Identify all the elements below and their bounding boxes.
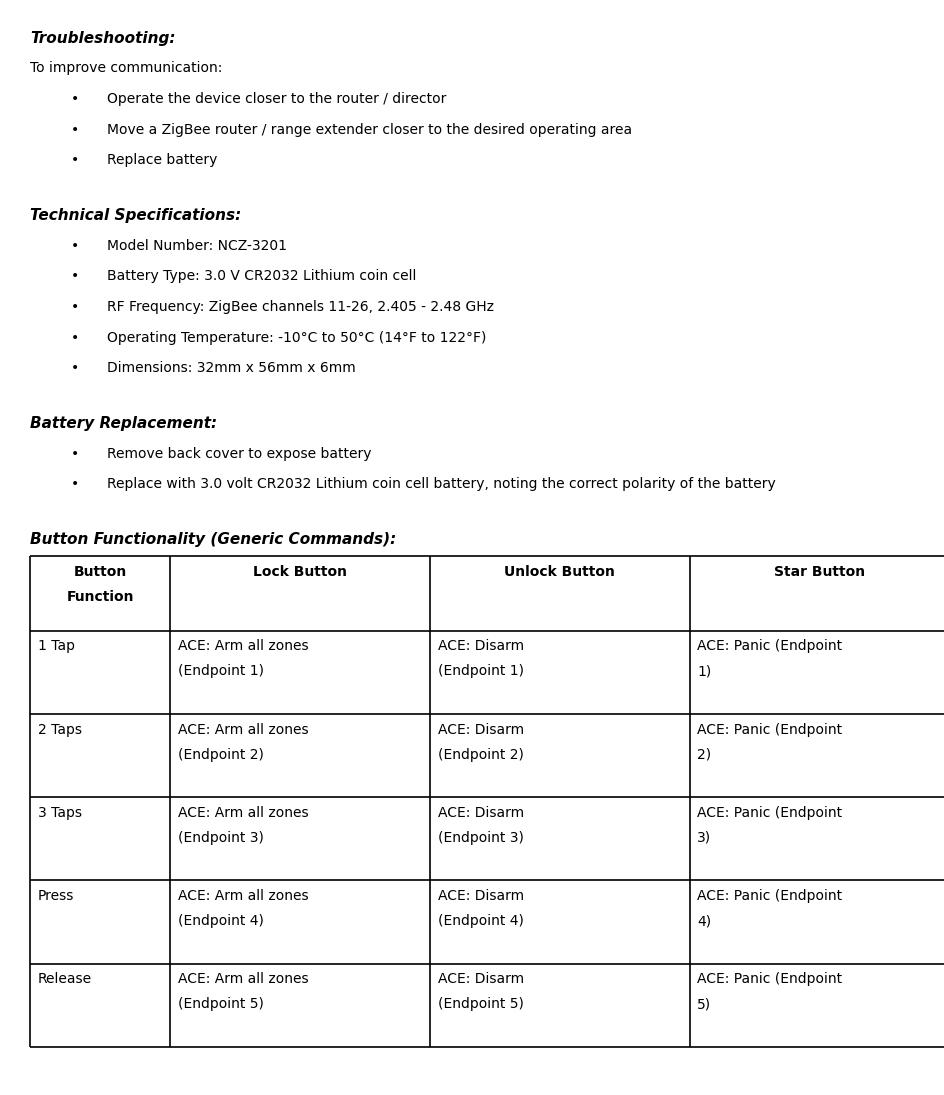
Text: Star Button: Star Button (773, 565, 865, 579)
Text: ACE: Panic (Endpoint
1): ACE: Panic (Endpoint 1) (697, 639, 842, 679)
Text: ACE: Panic (Endpoint
3): ACE: Panic (Endpoint 3) (697, 806, 842, 845)
Text: •: • (71, 447, 79, 461)
Text: Button
Function: Button Function (66, 565, 134, 604)
Text: Replace with 3.0 volt CR2032 Lithium coin cell battery, noting the correct polar: Replace with 3.0 volt CR2032 Lithium coi… (107, 477, 775, 492)
Text: ACE: Arm all zones
(Endpoint 4): ACE: Arm all zones (Endpoint 4) (177, 889, 308, 929)
Text: RF Frequency: ZigBee channels 11-26, 2.405 - 2.48 GHz: RF Frequency: ZigBee channels 11-26, 2.4… (107, 300, 494, 314)
Text: •: • (71, 331, 79, 345)
Text: To improve communication:: To improve communication: (30, 61, 223, 76)
Text: 2 Taps: 2 Taps (38, 723, 82, 737)
Text: 3 Taps: 3 Taps (38, 806, 82, 820)
Text: Press: Press (38, 889, 74, 903)
Text: •: • (71, 239, 79, 253)
Text: Remove back cover to expose battery: Remove back cover to expose battery (107, 447, 371, 461)
Text: Operating Temperature: -10°C to 50°C (14°F to 122°F): Operating Temperature: -10°C to 50°C (14… (107, 331, 485, 345)
Text: ACE: Panic (Endpoint
5): ACE: Panic (Endpoint 5) (697, 972, 842, 1012)
Text: ACE: Disarm
(Endpoint 4): ACE: Disarm (Endpoint 4) (437, 889, 523, 929)
Text: ACE: Arm all zones
(Endpoint 3): ACE: Arm all zones (Endpoint 3) (177, 806, 308, 845)
Text: Move a ZigBee router / range extender closer to the desired operating area: Move a ZigBee router / range extender cl… (107, 123, 632, 137)
Text: Dimensions: 32mm x 56mm x 6mm: Dimensions: 32mm x 56mm x 6mm (107, 361, 355, 376)
Text: 1 Tap: 1 Tap (38, 639, 75, 654)
Text: Battery Replacement:: Battery Replacement: (30, 416, 217, 431)
Text: ACE: Arm all zones
(Endpoint 5): ACE: Arm all zones (Endpoint 5) (177, 972, 308, 1012)
Text: ACE: Disarm
(Endpoint 5): ACE: Disarm (Endpoint 5) (437, 972, 523, 1012)
Text: •: • (71, 300, 79, 314)
Text: Operate the device closer to the router / director: Operate the device closer to the router … (107, 92, 446, 106)
Text: Technical Specifications:: Technical Specifications: (30, 208, 242, 223)
Text: ACE: Panic (Endpoint
2): ACE: Panic (Endpoint 2) (697, 723, 842, 762)
Text: ACE: Disarm
(Endpoint 2): ACE: Disarm (Endpoint 2) (437, 723, 523, 762)
Text: ACE: Arm all zones
(Endpoint 2): ACE: Arm all zones (Endpoint 2) (177, 723, 308, 762)
Text: •: • (71, 361, 79, 376)
Text: ACE: Disarm
(Endpoint 1): ACE: Disarm (Endpoint 1) (437, 639, 523, 679)
Text: •: • (71, 269, 79, 284)
Text: Battery Type: 3.0 V CR2032 Lithium coin cell: Battery Type: 3.0 V CR2032 Lithium coin … (107, 269, 415, 284)
Text: ACE: Disarm
(Endpoint 3): ACE: Disarm (Endpoint 3) (437, 806, 523, 845)
Text: ACE: Panic (Endpoint
4): ACE: Panic (Endpoint 4) (697, 889, 842, 929)
Text: Release: Release (38, 972, 92, 987)
Text: Model Number: NCZ-3201: Model Number: NCZ-3201 (107, 239, 286, 253)
Text: •: • (71, 92, 79, 106)
Text: Troubleshooting:: Troubleshooting: (30, 31, 176, 46)
Text: Lock Button: Lock Button (253, 565, 346, 579)
Text: Replace battery: Replace battery (107, 153, 217, 168)
Text: Unlock Button: Unlock Button (504, 565, 615, 579)
Text: Button Functionality (Generic Commands):: Button Functionality (Generic Commands): (30, 532, 396, 548)
Text: ACE: Arm all zones
(Endpoint 1): ACE: Arm all zones (Endpoint 1) (177, 639, 308, 679)
Text: •: • (71, 153, 79, 168)
Text: •: • (71, 123, 79, 137)
Text: •: • (71, 477, 79, 492)
